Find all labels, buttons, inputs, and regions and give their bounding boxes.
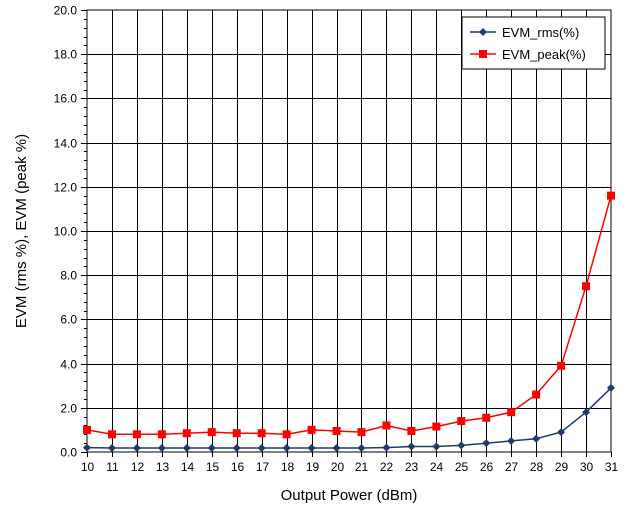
x-tick-label: 25 (455, 460, 469, 474)
y-tick-label: 0.0 (60, 446, 77, 460)
y-tick-label: 16.0 (54, 92, 78, 106)
data-point-square (382, 421, 391, 430)
legend: EVM_rms(%) EVM_peak(%) (461, 16, 606, 70)
x-tick-label: 16 (231, 460, 245, 474)
data-point-diamond (457, 441, 466, 450)
data-point-square (107, 430, 116, 439)
series (83, 191, 615, 453)
data-point-diamond (132, 444, 141, 453)
data-point-square (357, 428, 366, 437)
x-tick-label: 21 (355, 460, 369, 474)
y-tick-label: 12.0 (54, 181, 78, 195)
data-point-diamond (307, 444, 316, 453)
x-tick-label: 26 (480, 460, 494, 474)
data-point-square (83, 425, 91, 434)
data-point-square (332, 427, 341, 436)
x-tick-label: 22 (380, 460, 394, 474)
data-point-diamond (232, 444, 241, 453)
x-tick-label: 28 (530, 460, 544, 474)
y-tick-label: 18.0 (54, 48, 78, 62)
x-tick-label: 12 (131, 460, 145, 474)
y-ticks: 0.0 2.0 4.0 6.0 8.0 10.0 12.0 14.0 16.0 18.0 20.0 (54, 4, 87, 460)
data-point-diamond (282, 444, 291, 453)
data-point-square (607, 191, 615, 200)
series-EVM_rms(%) (83, 383, 615, 453)
data-point-square (182, 429, 191, 438)
data-point-diamond (207, 444, 216, 453)
data-point-square (557, 361, 566, 370)
data-point-diamond (482, 439, 491, 448)
legend-label-evm-peak: EVM_peak(%) (502, 47, 586, 62)
data-point-diamond (83, 443, 91, 452)
data-point-diamond (582, 408, 591, 417)
data-point-diamond (107, 444, 116, 453)
x-tick-label: 23 (405, 460, 419, 474)
data-point-square (257, 429, 266, 438)
data-point-square (532, 390, 541, 399)
y-tick-label: 4.0 (60, 358, 77, 372)
data-point-square (282, 430, 291, 439)
data-point-square (507, 408, 516, 417)
data-point-diamond (332, 444, 341, 453)
y-axis-title: EVM (rms %), EVM (peak %) (13, 134, 30, 328)
y-tick-label: 8.0 (60, 269, 77, 283)
x-tick-label: 19 (306, 460, 320, 474)
data-point-diamond (157, 444, 166, 453)
x-tick-label: 15 (206, 460, 220, 474)
series-line (86, 387, 612, 449)
data-point-diamond (507, 436, 516, 445)
plot-area (86, 9, 612, 453)
legend-item-evm-rms: EVM_rms(%) (470, 25, 579, 40)
data-point-square (482, 413, 491, 422)
data-point-square (132, 430, 141, 439)
legend-marker-square (479, 50, 487, 58)
data-point-square (432, 422, 441, 431)
x-tick-label: 11 (106, 460, 119, 474)
y-tick-label: 10.0 (54, 225, 78, 239)
data-point-square (207, 428, 216, 437)
x-tick-label: 30 (580, 460, 594, 474)
data-point-diamond (532, 434, 541, 443)
data-point-diamond (182, 444, 191, 453)
x-tick-label: 10 (81, 460, 95, 474)
x-tick-label: 13 (156, 460, 170, 474)
data-point-square (457, 417, 466, 426)
data-point-square (582, 282, 591, 291)
x-tick-label: 29 (555, 460, 569, 474)
data-point-diamond (407, 442, 416, 451)
data-point-diamond (557, 428, 566, 437)
x-tick-label: 20 (331, 460, 345, 474)
data-point-square (157, 430, 166, 439)
legend-box (461, 16, 606, 70)
series-EVM_peak(%) (83, 191, 615, 439)
x-tick-label: 14 (181, 460, 195, 474)
y-tick-label: 20.0 (54, 4, 78, 18)
y-tick-label: 14.0 (54, 137, 78, 151)
x-tick-label: 27 (505, 460, 519, 474)
x-axis-title: Output Power (dBm) (281, 487, 418, 504)
data-point-square (407, 427, 416, 436)
y-tick-label: 2.0 (60, 402, 77, 416)
x-tick-label: 18 (281, 460, 295, 474)
data-point-square (232, 429, 241, 438)
data-point-diamond (607, 383, 615, 392)
data-point-square (307, 425, 316, 434)
data-point-diamond (257, 444, 266, 453)
grid (87, 10, 611, 452)
x-tick-label: 24 (430, 460, 444, 474)
x-tick-label: 17 (256, 460, 270, 474)
x-tick-label: 31 (605, 460, 619, 474)
legend-marker-diamond (479, 28, 487, 36)
data-point-diamond (432, 442, 441, 451)
data-point-diamond (357, 444, 366, 453)
legend-item-evm-peak: EVM_peak(%) (470, 47, 586, 62)
x-ticks: 10 11 12 13 14 15 16 17 18 19 20 21 22 23 24 25 26 27 28 29… (81, 452, 619, 474)
data-point-diamond (382, 443, 391, 452)
legend-label-evm-rms: EVM_rms(%) (502, 25, 579, 40)
y-tick-label: 6.0 (60, 313, 77, 327)
series-line (86, 195, 612, 436)
